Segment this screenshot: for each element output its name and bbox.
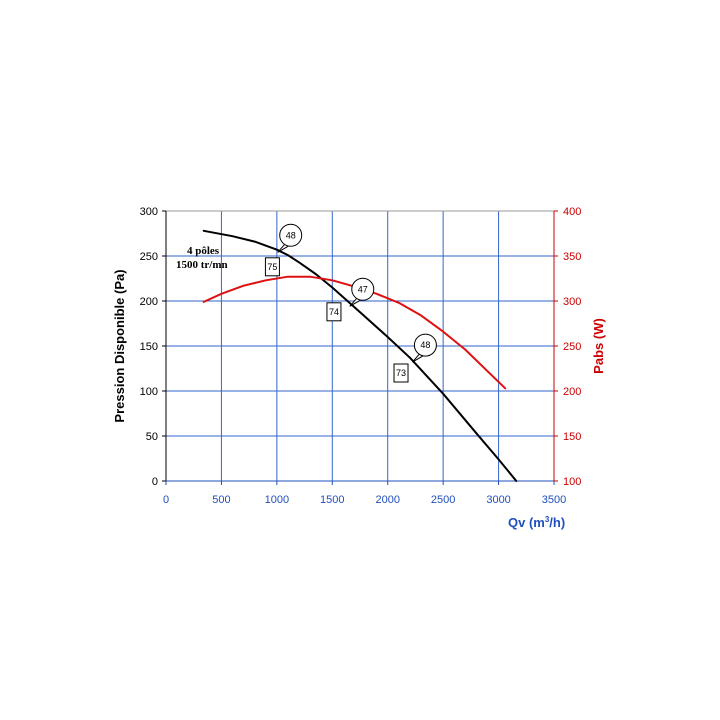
x-axis-title: Qv (m3/h) (508, 515, 565, 530)
x-tick-label: 0 (163, 494, 169, 506)
y-right-tick-label: 100 (563, 476, 581, 488)
efficiency-box: 73 (393, 363, 409, 383)
y-right-tick-label: 400 (563, 206, 581, 218)
speed-annotation-line2: 1500 tr/mn (176, 259, 228, 271)
x-axis-title-end: /h) (549, 515, 565, 530)
noise-level-bubble: 47 (349, 277, 375, 307)
x-tick-label: 2000 (375, 494, 399, 506)
efficiency-label: 74 (329, 307, 339, 317)
noise-level-bubble: 48 (412, 333, 437, 363)
speed-annotation-line1: 4 pôles (187, 245, 220, 257)
noise-bubble-circle (413, 333, 437, 357)
noise-level-label: 48 (286, 230, 296, 240)
y-right-tick-label: 300 (563, 296, 581, 308)
efficiency-box: 75 (264, 257, 280, 277)
y-left-tick-label: 250 (140, 251, 158, 263)
series-lines (202, 229, 518, 482)
efficiency-label: 75 (267, 262, 277, 272)
curve-labels: 48 47 48 75 74 73 (264, 223, 437, 383)
grid (165, 210, 555, 482)
y-right-tick-label: 200 (563, 386, 581, 398)
y-left-tick-label: 300 (140, 206, 158, 218)
efficiency-box: 74 (326, 302, 342, 322)
x-tick-label: 1500 (320, 494, 344, 506)
x-axis-title-main: Qv (m (508, 515, 545, 530)
efficiency-box-frame (326, 302, 342, 322)
x-tick-label: 3000 (486, 494, 510, 506)
y-left-tick-label: 0 (152, 476, 158, 488)
efficiency-label: 73 (396, 368, 406, 378)
y-right-tick-label: 350 (563, 251, 581, 263)
x-tick-label: 3500 (542, 494, 566, 506)
y-right-tick-label: 250 (563, 341, 581, 353)
y-left-tick-label: 50 (146, 431, 158, 443)
y-left-tick-label: 100 (140, 386, 158, 398)
y-axis-right-title: Pabs (W) (591, 318, 606, 374)
x-tick-label: 500 (212, 494, 230, 506)
x-tick-label: 2500 (431, 494, 455, 506)
noise-level-bubble: 48 (277, 223, 303, 253)
noise-bubble-circle (279, 223, 303, 247)
y-left-tick-label: 200 (140, 296, 158, 308)
y-right-tick-label: 150 (563, 431, 581, 443)
noise-bubble-circle (351, 277, 375, 301)
noise-level-label: 47 (358, 284, 368, 294)
efficiency-box-frame (393, 363, 409, 383)
efficiency-box-frame (264, 257, 280, 277)
noise-level-label: 48 (420, 340, 430, 350)
y-axis-left-title: Pression Disponible (Pa) (112, 269, 127, 422)
x-tick-label: 1000 (265, 494, 289, 506)
pressure-curve-line (202, 229, 518, 482)
x-axis-title-sup: 3 (545, 515, 550, 524)
y-left-tick-label: 150 (140, 341, 158, 353)
tick-labels: 0 50 100 150 200 250 300 100 150 200 250 300 350 400 0… (140, 206, 582, 506)
